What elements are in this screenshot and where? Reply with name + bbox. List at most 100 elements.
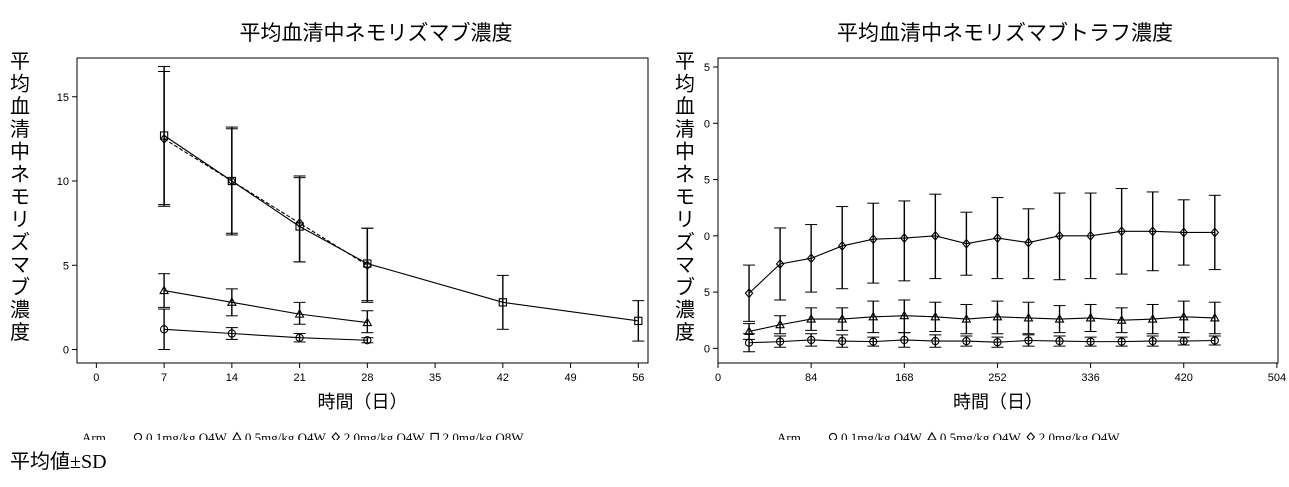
data-point [868, 311, 879, 321]
data-point [961, 313, 972, 323]
x-tick-label: 336 [1081, 372, 1099, 384]
y-tick-label: 5 [63, 260, 69, 272]
y-axis-label-char: ネ [10, 164, 30, 186]
data-point [931, 230, 940, 241]
y-tick-label: 15 [57, 92, 69, 104]
data-point [363, 336, 372, 345]
data-point [806, 253, 816, 264]
data-point [363, 259, 372, 268]
legend-symbol-diamond [331, 431, 341, 440]
data-point [931, 336, 940, 346]
data-point [1210, 336, 1219, 345]
y-axis-label-char: マ [675, 254, 695, 276]
data-point [744, 288, 754, 299]
series-square [158, 65, 645, 342]
legend-entry: 0.1mg/kg Q4W [146, 430, 228, 440]
series-triangle [158, 273, 374, 334]
x-axis-label: 時間（日） [318, 392, 408, 412]
legend-symbol-diamond [1026, 431, 1036, 440]
data-point [159, 131, 169, 140]
y-axis-label-char: 中 [10, 140, 30, 163]
legend-symbol-triangle [927, 431, 937, 440]
data-point [159, 285, 170, 295]
series-line [749, 339, 1215, 344]
data-point [962, 238, 971, 249]
data-point [930, 311, 941, 321]
data-point [838, 336, 847, 346]
series-line [748, 315, 1215, 333]
y-axis-label-char: ブ [10, 275, 30, 299]
y-axis-label-char: リ [10, 209, 30, 231]
data-point [227, 176, 236, 186]
data-point [806, 313, 817, 323]
x-tick-label: 28 [361, 372, 373, 384]
y-axis-label-char: 平 [675, 51, 695, 73]
y-axis-label-char: 度 [675, 321, 695, 344]
legend-symbol-square [430, 432, 439, 440]
y-axis-label-char: 血 [675, 95, 695, 118]
data-point [1055, 336, 1064, 346]
x-tick-label: 420 [1175, 372, 1193, 384]
x-tick-label: 7 [161, 372, 167, 384]
y-axis-label-char: 血 [10, 95, 30, 118]
legend-entry: 2.0mg/kg Q4W [1039, 430, 1121, 440]
data-point [1116, 314, 1127, 324]
data-point [295, 222, 304, 231]
data-point [992, 311, 1003, 321]
legend-symbol-circle [828, 432, 838, 440]
data-point [362, 317, 373, 327]
legend-symbol-triangle [232, 431, 242, 440]
data-point [1117, 337, 1126, 346]
x-tick-label: 49 [564, 372, 576, 384]
data-point [899, 310, 910, 320]
legend-entry: 2.0mg/kg Q4W [344, 430, 426, 440]
y-tick-label: 0 [704, 231, 710, 243]
data-point [1086, 337, 1095, 346]
y-axis-label-char: 均 [675, 73, 695, 96]
y-axis-label-char: 中 [675, 140, 695, 163]
y-axis-label-char: 濃 [675, 299, 695, 322]
data-point [1086, 230, 1095, 241]
series-diamond [158, 70, 374, 303]
y-axis-label-char: 均 [10, 73, 30, 96]
data-point [775, 319, 786, 329]
x-tick-label: 14 [226, 372, 238, 384]
plot-frame [717, 57, 1279, 364]
series-line [163, 135, 639, 322]
x-tick-label: 21 [293, 372, 305, 384]
series-triangle [743, 299, 1221, 340]
data-point [900, 335, 909, 345]
data-point [1054, 313, 1065, 323]
legend-title: Arm [82, 430, 106, 440]
data-point [294, 308, 305, 318]
x-tick-label: 42 [497, 372, 509, 384]
y-axis-label-char: マ [10, 254, 30, 276]
legend-entry: 0.5mg/kg Q4W [245, 430, 327, 440]
y-axis-label-char: ズ [675, 231, 695, 254]
data-point [1085, 312, 1096, 322]
y-tick-label: 0 [63, 345, 69, 357]
y-axis-label-char: リ [675, 209, 695, 231]
data-point [868, 234, 878, 245]
data-point [1024, 336, 1033, 345]
legend-title: Arm [777, 430, 801, 440]
data-point [1024, 237, 1033, 248]
x-axis-label: 時間（日） [953, 392, 1043, 412]
data-point [775, 258, 785, 270]
y-tick-label: 10 [57, 176, 69, 188]
data-point [1117, 226, 1126, 237]
x-tick-label: 0 [715, 372, 721, 384]
legend-symbol-circle [133, 432, 143, 440]
y-tick-label: 5 [704, 287, 710, 299]
series-diamond [743, 188, 1221, 322]
data-point [899, 233, 909, 244]
y-axis-label-char: 度 [10, 321, 30, 344]
y-axis-label-char: 平 [10, 51, 30, 73]
data-point [159, 325, 169, 334]
x-tick-label: 252 [988, 372, 1006, 384]
legend-entry: 2.0mg/kg Q8W [443, 430, 525, 440]
legend-entry: 0.5mg/kg Q4W [940, 430, 1022, 440]
data-point [1210, 227, 1220, 238]
